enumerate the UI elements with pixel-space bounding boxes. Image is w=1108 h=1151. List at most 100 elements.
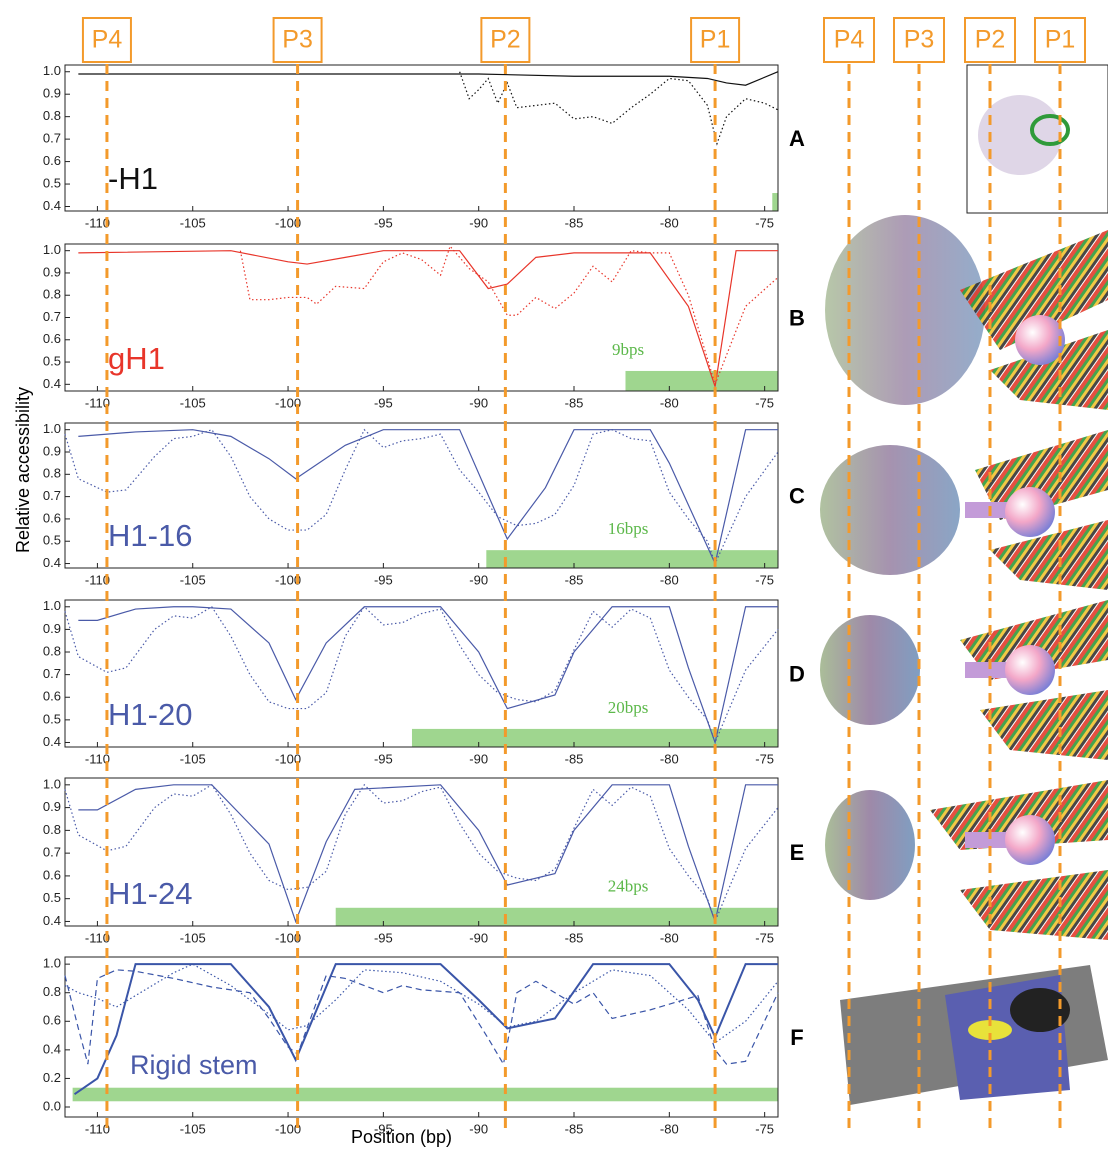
panel-label: gH1 — [108, 341, 165, 376]
x-tick-label: -110 — [85, 572, 110, 587]
x-tick-label: -90 — [469, 1121, 488, 1136]
y-tick-label: 0.4 — [43, 198, 61, 213]
y-tick-label: 0.6 — [43, 153, 61, 168]
series-line — [64, 783, 779, 924]
marker-label: P1 — [700, 26, 731, 54]
y-tick-label: 0.7 — [43, 309, 61, 324]
marker-box — [1034, 17, 1086, 63]
y-tick-label: 1.0 — [43, 421, 61, 436]
x-tick-label: -100 — [275, 215, 301, 230]
x-tick-label: -105 — [180, 751, 206, 766]
x-tick-label: -80 — [660, 930, 679, 945]
x-tick-label: -95 — [374, 751, 393, 766]
marker-box — [964, 17, 1016, 63]
plot-frame — [64, 64, 779, 212]
marker-box — [893, 17, 945, 63]
y-tick-label: 1.0 — [43, 598, 61, 613]
x-tick-label: -95 — [374, 572, 393, 587]
y-tick-label: 0.6 — [43, 510, 61, 525]
x-tick-label: -95 — [374, 930, 393, 945]
x-tick-label: -90 — [469, 930, 488, 945]
highlight-bar — [335, 907, 778, 926]
highlight-bar — [486, 550, 778, 568]
y-tick-label: 0.7 — [43, 131, 61, 146]
nucleosome-c — [820, 430, 1108, 590]
x-tick-label: -80 — [660, 751, 679, 766]
inset-image — [1030, 114, 1070, 146]
panel-label: Rigid stem — [130, 1050, 258, 1080]
y-tick-label: 1.0 — [43, 776, 61, 791]
x-tick-label: -85 — [565, 395, 584, 410]
panel-letter: A — [789, 126, 805, 151]
highlight-bar — [411, 728, 778, 747]
marker-box — [823, 17, 875, 63]
nucleosome-f — [840, 965, 1108, 1105]
marker-box — [272, 17, 323, 63]
y-tick-label: 0.8 — [43, 108, 61, 123]
highlight-label: 9bps — [612, 340, 644, 359]
x-tick-label: -90 — [469, 572, 488, 587]
y-tick-label: 0.9 — [43, 264, 61, 279]
panel-letter: D — [789, 661, 805, 686]
y-tick-label: 0.6 — [43, 331, 61, 346]
marker-label: P4 — [834, 26, 865, 54]
y-tick-label: 0.9 — [43, 86, 61, 101]
panel-label: H1-16 — [108, 518, 192, 553]
y-tick-label: 0.8 — [43, 643, 61, 658]
y-tick-label: 0.7 — [43, 488, 61, 503]
y-tick-label: 0.8 — [43, 287, 61, 302]
nucleosome-d — [820, 600, 1108, 760]
y-tick-label: 1.0 — [43, 242, 61, 257]
y-tick-label: 0.0 — [43, 1098, 61, 1113]
series-line — [64, 969, 779, 1066]
y-tick-label: 0.4 — [43, 1041, 61, 1056]
x-tick-label: -100 — [275, 395, 301, 410]
y-tick-label: 0.6 — [43, 1013, 61, 1028]
y-tick-label: 0.4 — [43, 555, 61, 570]
y-axis-label: Relative accessibility — [13, 387, 33, 553]
series-line — [64, 605, 779, 745]
x-tick-label: -100 — [275, 930, 301, 945]
x-tick-label: -110 — [85, 930, 110, 945]
marker-label: P1 — [1045, 26, 1076, 54]
x-tick-label: -95 — [374, 395, 393, 410]
series-line — [73, 963, 778, 1095]
x-tick-label: -95 — [374, 1121, 393, 1136]
y-tick-label: 0.7 — [43, 666, 61, 681]
y-tick-label: 0.4 — [43, 734, 61, 749]
x-tick-label: -105 — [180, 395, 206, 410]
x-tick-label: -105 — [180, 930, 206, 945]
x-tick-label: -75 — [755, 395, 774, 410]
y-tick-label: 1.0 — [43, 63, 61, 78]
x-tick-label: -85 — [565, 1121, 584, 1136]
marker-label: P3 — [282, 26, 313, 54]
x-tick-label: -80 — [660, 395, 679, 410]
y-tick-label: 0.6 — [43, 867, 61, 882]
y-tick-label: 0.5 — [43, 353, 61, 368]
x-tick-label: -100 — [275, 1121, 301, 1136]
x-tick-label: -100 — [275, 751, 301, 766]
y-tick-label: 0.8 — [43, 984, 61, 999]
series-line — [78, 250, 778, 387]
highlight-bar — [72, 1087, 778, 1102]
highlight-label: 24bps — [608, 877, 649, 896]
y-tick-label: 0.8 — [43, 466, 61, 481]
x-tick-label: -85 — [565, 751, 584, 766]
x-tick-label: -80 — [660, 1121, 679, 1136]
marker-box — [690, 17, 741, 63]
y-tick-label: 0.2 — [43, 1070, 61, 1085]
x-tick-label: -90 — [469, 215, 488, 230]
x-tick-label: -85 — [565, 572, 584, 587]
panel-label: -H1 — [108, 161, 158, 196]
plot-frame — [64, 777, 779, 927]
y-tick-label: 0.9 — [43, 621, 61, 636]
highlight-label: 16bps — [608, 519, 649, 538]
plot-frame — [64, 243, 779, 392]
series-line — [78, 429, 778, 566]
marker-label: P2 — [490, 26, 521, 54]
plot-frame — [64, 956, 779, 1118]
marker-box — [81, 17, 132, 63]
y-tick-label: 0.5 — [43, 711, 61, 726]
panel-letter: F — [790, 1025, 803, 1050]
marker-label: P2 — [975, 26, 1006, 54]
